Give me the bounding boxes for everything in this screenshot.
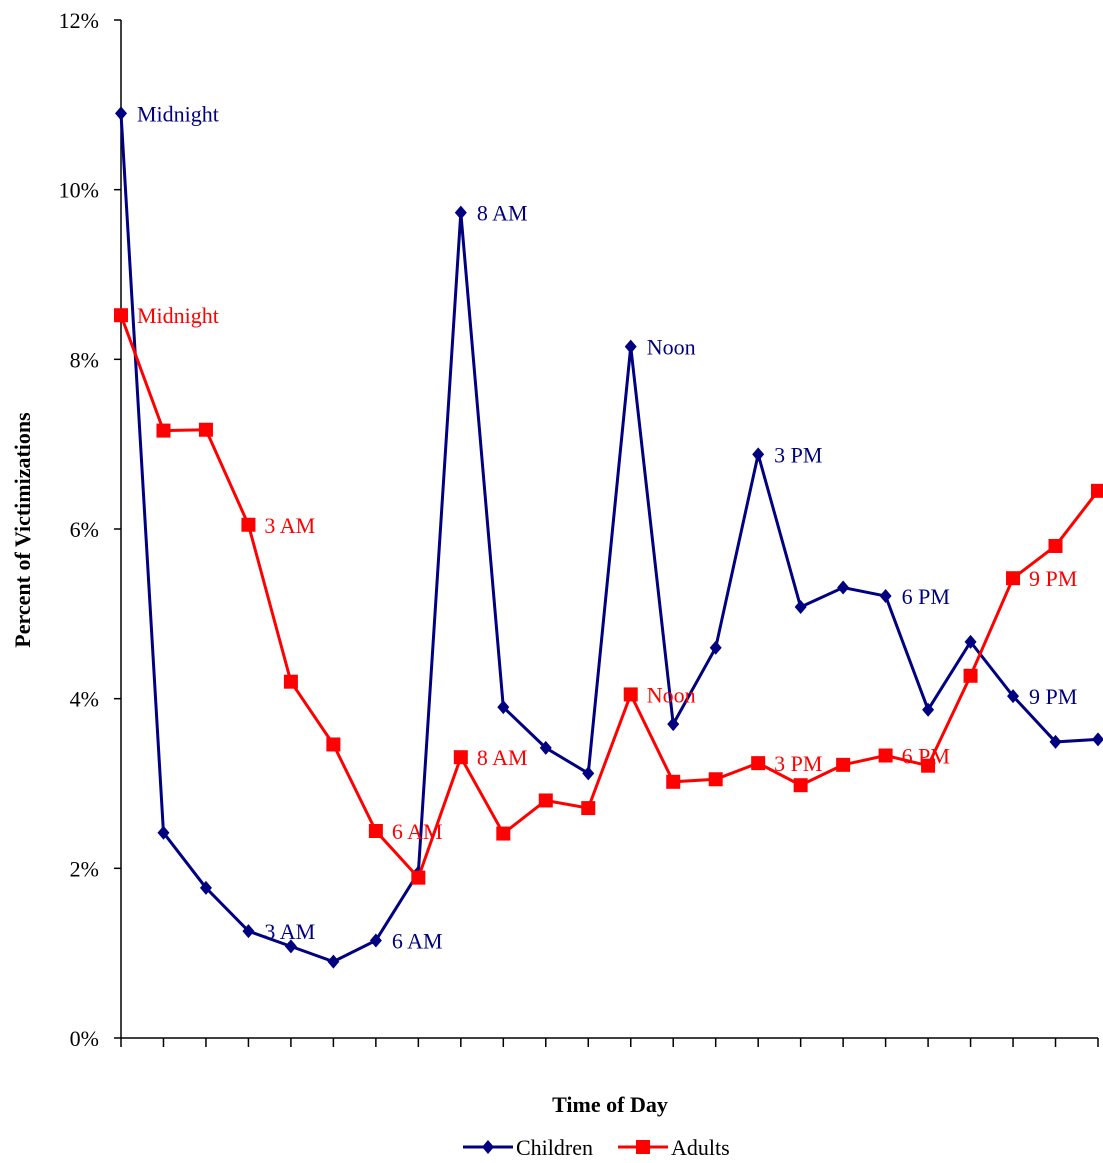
adults-point [198, 422, 213, 437]
adults-point [326, 737, 341, 752]
adults-point [1006, 571, 1021, 586]
children-point [879, 589, 892, 604]
chart-axes: 0% 2% 4% 6% 8% 10% 12% [59, 8, 1099, 1051]
adults-point [921, 758, 936, 773]
children-point [539, 740, 552, 755]
adults-point [751, 756, 766, 771]
adults-point [1048, 538, 1063, 553]
chart-point-labels: Midnight 3 AM 6 AM 8 AM Noon 3 PM 6 PM 9 PM Midn… [137, 101, 1077, 953]
children-point [284, 939, 297, 954]
children-point [454, 205, 467, 220]
adults-data-label: 3 PM [774, 751, 822, 776]
children-point [964, 634, 977, 649]
children-data-label: 6 AM [392, 928, 443, 953]
children-data-label: Noon [647, 335, 696, 360]
chart-legend: Children Adults [463, 1135, 730, 1160]
y-axis-title: Percent of Victimizations [10, 412, 35, 648]
children-point [327, 954, 340, 969]
adults-series-line [119, 314, 1100, 881]
chart-series [114, 106, 1103, 969]
y-tick-label: 8% [70, 347, 99, 372]
children-point [199, 880, 212, 895]
children-legend-label: Children [516, 1135, 593, 1160]
adults-point [453, 750, 468, 765]
adults-point [1091, 483, 1103, 498]
y-tick-label: 10% [59, 178, 99, 203]
children-point [752, 447, 765, 462]
adults-point [496, 826, 511, 841]
adults-point [283, 674, 298, 689]
adults-point [793, 778, 808, 793]
adults-point [666, 774, 681, 789]
children-point [794, 600, 807, 615]
children-data-label: 6 PM [902, 584, 950, 609]
adults-data-label: 6 PM [902, 744, 950, 769]
x-axis-title: Time of Day [552, 1092, 668, 1117]
children-point [922, 702, 935, 717]
y-tick-label: 6% [70, 517, 99, 542]
adults-point [963, 668, 978, 683]
children-point [157, 825, 170, 840]
adults-data-label: 6 AM [392, 819, 443, 844]
adults-data-label: Midnight [137, 303, 219, 328]
adults-point [538, 793, 553, 808]
children-point [1092, 732, 1103, 747]
adults-point [156, 423, 171, 438]
children-point [667, 717, 680, 732]
children-point [1007, 689, 1020, 704]
adults-point [114, 308, 128, 323]
adults-data-label: 3 AM [264, 513, 315, 538]
adults-point [836, 757, 851, 772]
adults-point [411, 870, 426, 885]
adults-point [368, 824, 383, 839]
adults-data-label: 8 AM [477, 745, 528, 770]
adults-point [623, 687, 638, 702]
adults-point [878, 748, 893, 763]
adults-legend-marker [636, 1140, 650, 1154]
children-point [624, 339, 637, 354]
adults-data-label: Noon [647, 682, 696, 707]
y-tick-label: 12% [59, 8, 99, 33]
children-data-label: 8 AM [477, 201, 528, 226]
children-point [369, 933, 382, 948]
children-data-label: Midnight [137, 101, 219, 126]
children-point [242, 924, 255, 939]
adults-point [581, 801, 596, 816]
children-series-line [119, 113, 1099, 964]
children-point [497, 700, 510, 715]
y-tick-label: 0% [70, 1026, 99, 1051]
children-data-label: 3 AM [264, 919, 315, 944]
adults-data-label: 9 PM [1029, 566, 1077, 591]
y-tick-label: 4% [70, 687, 99, 712]
children-data-label: 9 PM [1029, 684, 1077, 709]
adults-point [241, 517, 256, 532]
children-point [709, 640, 722, 655]
children-point [115, 106, 127, 121]
children-point [582, 766, 595, 781]
children-point [837, 580, 850, 595]
children-point [1049, 734, 1062, 749]
children-data-label: 3 PM [774, 442, 822, 467]
y-tick-label: 2% [70, 856, 99, 881]
adults-point [708, 772, 723, 787]
children-legend-marker [482, 1140, 494, 1154]
adults-legend-label: Adults [671, 1135, 730, 1160]
